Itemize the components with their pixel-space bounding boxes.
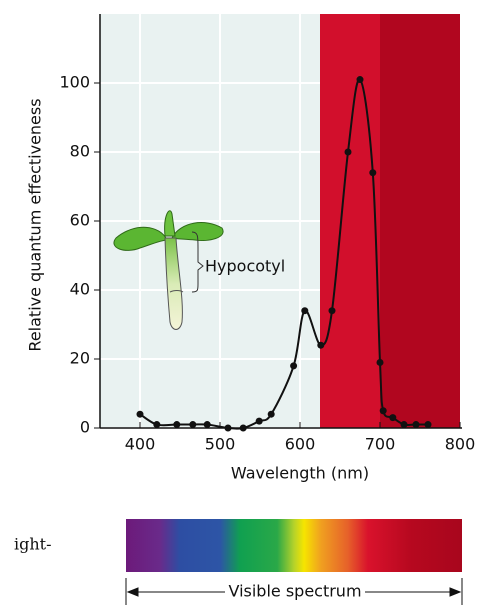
x-tick-label: 400: [125, 435, 156, 454]
data-point: [267, 410, 275, 418]
data-point: [424, 421, 432, 429]
y-axis-label: Relative quantum effectiveness: [26, 98, 45, 351]
data-point: [379, 407, 387, 415]
region: [320, 14, 380, 428]
data-point: [400, 421, 408, 429]
y-tick-label: 100: [59, 73, 90, 92]
annotation: Hypocotyl: [205, 257, 285, 276]
regions: [100, 14, 460, 429]
data-point: [344, 148, 352, 156]
data-point: [412, 421, 420, 429]
data-point: [203, 421, 211, 429]
data-point: [189, 421, 197, 429]
seedling: [113, 210, 224, 330]
y-tick-label: 0: [80, 418, 90, 437]
spectrum-arrow: [126, 587, 462, 597]
plot: [94, 14, 462, 432]
data-point: [369, 169, 377, 177]
data-point: [356, 76, 364, 84]
y-tick-label: 40: [70, 280, 90, 299]
y-tick-label: 20: [70, 349, 90, 368]
data-point: [224, 424, 232, 432]
y-tick-label: 60: [70, 211, 90, 230]
x-tick-label: 600: [285, 435, 316, 454]
data-point: [173, 421, 181, 429]
data-point: [290, 362, 298, 370]
data-point: [255, 417, 263, 425]
data-point: [301, 307, 309, 315]
data-point: [153, 421, 161, 429]
x-tick-label: 700: [365, 435, 396, 454]
spectrum-label: Visible spectrum: [228, 582, 361, 601]
data-point: [376, 358, 384, 366]
spectrum-bar: [126, 519, 462, 572]
region: [380, 14, 460, 428]
y-tick-label: 80: [70, 142, 90, 161]
data-point: [328, 307, 336, 315]
x-axis-label: Wavelength (nm): [231, 464, 369, 483]
x-tick-label: 800: [445, 435, 476, 454]
data-point: [239, 424, 247, 432]
data-point: [136, 410, 144, 418]
caption-fragment: ight-: [14, 535, 52, 554]
data-point: [317, 341, 325, 349]
x-tick-label: 500: [205, 435, 236, 454]
data-point: [389, 414, 397, 422]
